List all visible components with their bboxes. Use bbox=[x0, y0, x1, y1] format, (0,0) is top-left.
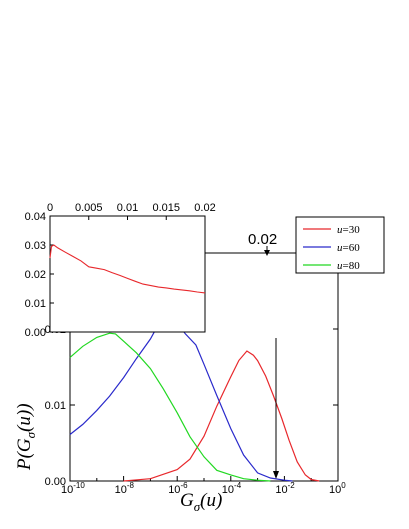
legend-label: u=80 bbox=[337, 260, 360, 272]
main-x-tick-label: 10-2 bbox=[275, 481, 295, 496]
main-y-tick-label: 0.01 bbox=[45, 400, 66, 412]
inset-x-tick-label: 0.015 bbox=[152, 202, 180, 214]
annotation-0.02: 0.02 bbox=[248, 231, 279, 479]
inset-x-tick-label: 0.01 bbox=[117, 202, 138, 214]
main-x-tick-labels: 10-10 10-8 10-6 10-4 10-2 100 bbox=[61, 481, 346, 496]
series-line-u80 bbox=[69, 332, 271, 482]
legend-label: u=60 bbox=[337, 242, 360, 254]
inset-series-group bbox=[49, 244, 206, 294]
main-y-tick-label: 0.00 bbox=[45, 476, 66, 488]
inset-x-tick-label: 0.02 bbox=[194, 202, 215, 214]
main-x-tick-label: 10-8 bbox=[115, 481, 135, 496]
main-x-tick-label: 10-10 bbox=[61, 481, 85, 496]
legend-label: u=30 bbox=[337, 224, 360, 236]
inset-background bbox=[50, 216, 205, 332]
main-x-tick-label: 100 bbox=[329, 481, 346, 496]
inset-y-tick-labels: 0.00 0.01 0.02 0.03 0.04 bbox=[25, 211, 46, 339]
inset-y-tick-label: 0.03 bbox=[25, 240, 46, 252]
inset-x-tick-labels: 0 0.005 0.01 0.015 0.02 bbox=[47, 202, 216, 214]
inset-x-tick-label: 0.005 bbox=[75, 202, 103, 214]
legend: u=30 u=60 u=80 bbox=[295, 216, 385, 274]
main-x-tick-label: 10-4 bbox=[222, 481, 242, 496]
legend-box bbox=[295, 216, 385, 274]
inset-series-line bbox=[49, 244, 206, 294]
main-ticks bbox=[69, 328, 339, 482]
main-series-group bbox=[69, 317, 320, 482]
annotation-arrowhead-bottom bbox=[273, 471, 279, 479]
inset-y-tick-label: 0.04 bbox=[25, 211, 46, 223]
series-line-u30 bbox=[123, 350, 320, 482]
inset-y-tick-label: 0.01 bbox=[25, 298, 46, 310]
y-axis-title: P(Gσ(u)) bbox=[14, 403, 38, 471]
inset-x-tick-label: 0 bbox=[47, 202, 53, 214]
annotation-arrowhead-top bbox=[264, 250, 270, 256]
main-x-tick-label: 10-6 bbox=[168, 481, 188, 496]
inset-y-tick-label: 0.02 bbox=[25, 269, 46, 281]
series-line-u60 bbox=[69, 317, 293, 482]
inset-y-tick-label: 0.00 bbox=[25, 327, 46, 339]
x-axis-title: Gσ(u) bbox=[180, 490, 222, 514]
main-y-tick-labels: 0.000.010.02 bbox=[45, 324, 66, 488]
annotation-label: 0.02 bbox=[248, 231, 277, 248]
